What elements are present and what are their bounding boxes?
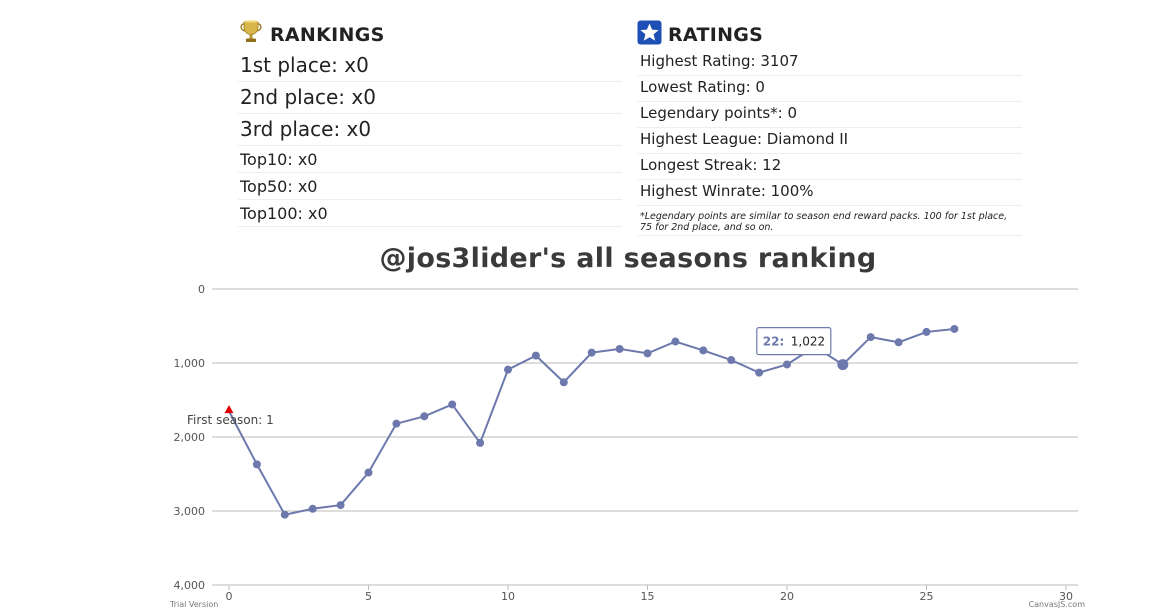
- grid-layer: [212, 288, 1078, 586]
- ranking-row: Top50: x0: [238, 173, 622, 200]
- data-point: [615, 344, 624, 353]
- axis-layer: 0 1,000 2,000 3,000 4,000 0 5 10 15 20 25 30: [174, 283, 1074, 603]
- tooltip-box: [756, 327, 832, 356]
- data-point: [504, 365, 512, 374]
- rating-row: Highest League: Diamond II: [637, 128, 1022, 154]
- data-point: [252, 460, 261, 469]
- first-season-marker: [224, 405, 234, 414]
- data-point: [392, 419, 401, 428]
- y-tick-label: 2,000: [174, 431, 206, 444]
- data-point: [531, 351, 540, 360]
- data-point: [671, 337, 680, 346]
- rating-row: Highest Rating: 3107: [637, 50, 1022, 76]
- data-point: [308, 504, 317, 513]
- rankings-list: 1st place: x0 2nd place: x0 3rd place: x0 T…: [238, 50, 622, 227]
- chart-title: @jos3lider's all seasons ranking: [379, 243, 877, 274]
- ratings-panel: RATINGS Highest Rating: 3107 Lowest Ratin…: [637, 14, 1022, 236]
- data-point: [587, 348, 596, 357]
- first-season-label: First season: 1: [187, 413, 274, 427]
- y-tick-label: 1,000: [174, 357, 206, 370]
- rating-row: Highest Winrate: 100%: [637, 180, 1022, 206]
- trophy-icon: [240, 20, 262, 42]
- tooltip-value: 1,022: [791, 335, 825, 349]
- rating-row: Lowest Rating: 0: [637, 76, 1022, 102]
- x-tick-label: 20: [780, 590, 794, 603]
- data-point: [280, 510, 289, 519]
- data-point: [476, 438, 485, 447]
- series-line: [228, 327, 955, 516]
- rating-row: Legendary points*: 0: [637, 102, 1022, 128]
- data-point: [364, 468, 373, 477]
- ranking-row: 1st place: x0: [238, 50, 622, 82]
- rating-row: Longest Streak: 12: [637, 154, 1022, 180]
- y-tick-label: 3,000: [174, 505, 206, 518]
- ratings-header: RATINGS: [637, 14, 1022, 50]
- data-point: [922, 327, 931, 336]
- data-point: [866, 333, 875, 342]
- x-tick-label: 10: [501, 590, 515, 603]
- tooltip-x-label: 22:: [763, 335, 785, 349]
- watermark-right: CanvasJS.com: [1029, 600, 1086, 608]
- tooltip: 22: 1,022: [756, 327, 832, 356]
- star-icon: [637, 20, 662, 44]
- ranking-row: Top10: x0: [238, 146, 622, 173]
- x-tick-label: 25: [920, 590, 934, 603]
- annotation-layer: First season: 1 22: 1,022 Trial Version Canv…: [169, 327, 1086, 608]
- y-tick-label: 4,000: [174, 579, 206, 592]
- x-tick-label: 0: [226, 590, 233, 603]
- series-layer: [228, 324, 959, 519]
- data-point: [420, 412, 429, 421]
- data-point: [336, 501, 345, 510]
- ratings-list: Highest Rating: 3107 Lowest Rating: 0 Lege…: [637, 50, 1022, 206]
- data-point: [559, 378, 568, 387]
- ranking-row: Top100: x0: [238, 200, 622, 227]
- data-point: [783, 360, 791, 369]
- data-point: [755, 368, 764, 377]
- x-tick-label: 30: [1059, 590, 1073, 603]
- data-point: [727, 356, 736, 365]
- ranking-row: 3rd place: x0: [238, 114, 622, 146]
- ratings-title: RATINGS: [668, 24, 764, 46]
- rankings-title: RANKINGS: [270, 24, 385, 46]
- data-point: [950, 324, 959, 333]
- data-point: [894, 338, 903, 347]
- data-point: [643, 349, 652, 358]
- data-point: [837, 359, 849, 371]
- y-tick-label: 0: [198, 283, 205, 296]
- legendary-points-note: *Legendary points are similar to season …: [637, 206, 1022, 236]
- data-point: [448, 400, 457, 409]
- data-point: [699, 346, 708, 355]
- ranking-row: 2nd place: x0: [238, 82, 622, 114]
- x-tick-label: 15: [641, 590, 655, 603]
- watermark-left: Trial Version: [169, 600, 218, 608]
- rankings-header: RANKINGS: [238, 14, 622, 50]
- x-tick-label: 5: [365, 590, 372, 603]
- rankings-panel: RANKINGS 1st place: x0 2nd place: x0 3rd p…: [238, 14, 622, 227]
